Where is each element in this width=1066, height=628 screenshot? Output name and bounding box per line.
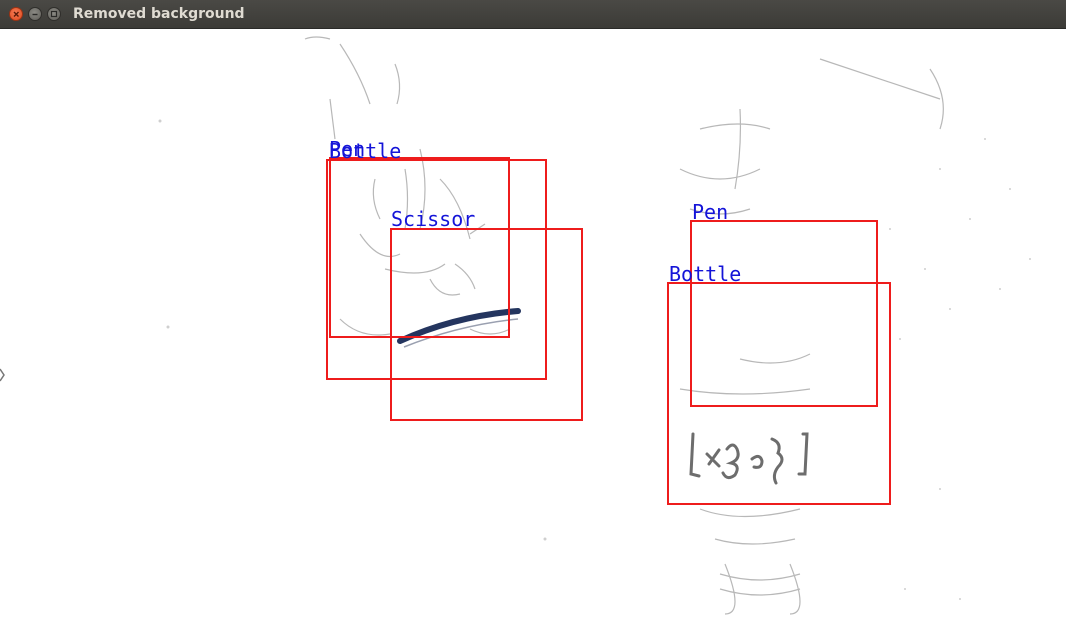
detection-box-pen-right <box>690 220 878 407</box>
detection-box-bottle-right <box>667 282 891 505</box>
detection-label: Bottle <box>669 262 742 286</box>
detection-box-pen-left <box>329 157 510 338</box>
minimize-icon <box>32 13 38 16</box>
title-bar[interactable]: Removed background <box>0 0 1066 29</box>
window-title: Removed background <box>73 6 245 22</box>
maximize-button[interactable] <box>47 7 61 21</box>
detection-box-bottle-left <box>326 159 547 380</box>
detection-label: Pen <box>692 200 729 224</box>
minimize-button[interactable] <box>28 7 42 21</box>
maximize-icon <box>50 10 58 18</box>
close-button[interactable] <box>9 7 23 21</box>
detection-box-scissor <box>390 228 583 421</box>
background-removed-image <box>0 36 1031 615</box>
image-canvas: Pen Bottle Scissor Pen Bottle <box>0 29 1066 628</box>
detection-label: Pen <box>329 137 366 161</box>
detection-label: Bottle <box>329 139 402 163</box>
detection-label: Scissor <box>391 207 476 231</box>
close-icon <box>13 11 19 17</box>
